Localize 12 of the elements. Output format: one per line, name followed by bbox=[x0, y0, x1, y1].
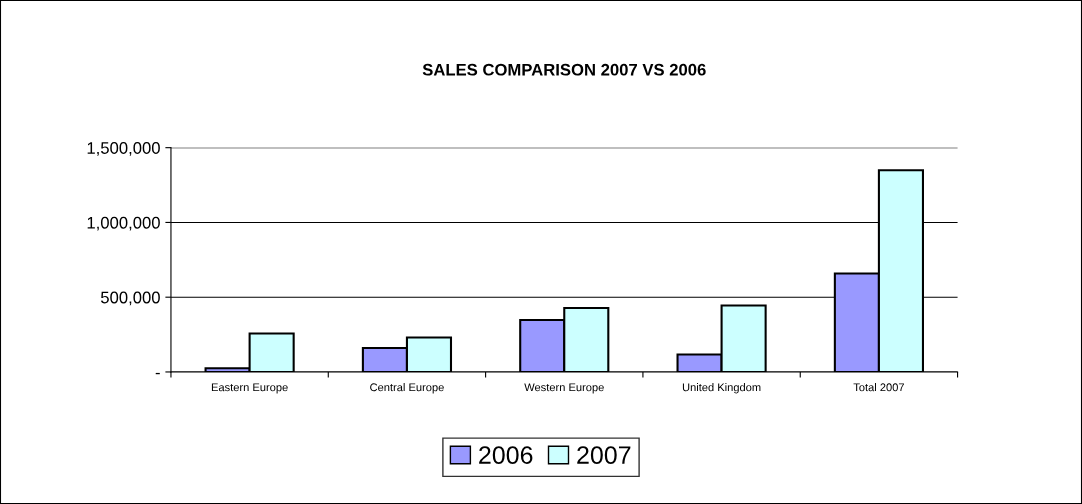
y-tick-label: 1,000,000 bbox=[87, 216, 160, 231]
x-tick-label: Central Europe bbox=[370, 383, 444, 394]
y-tick-label: 500,000 bbox=[100, 291, 160, 306]
x-tick-label: United Kingdom bbox=[682, 383, 761, 394]
chart-title: SALES COMPARISON 2007 VS 2006 bbox=[422, 63, 706, 76]
x-tick-label: Total 2007 bbox=[853, 383, 904, 392]
y-tick-label: 1,500,000 bbox=[87, 142, 160, 156]
x-tick-label: Western Europe bbox=[524, 383, 604, 394]
x-tick-label: Eastern Europe bbox=[211, 383, 288, 394]
legend-label: 2006 bbox=[479, 446, 533, 464]
y-tick-label: - bbox=[155, 372, 160, 375]
legend-label: 2007 bbox=[577, 446, 631, 464]
